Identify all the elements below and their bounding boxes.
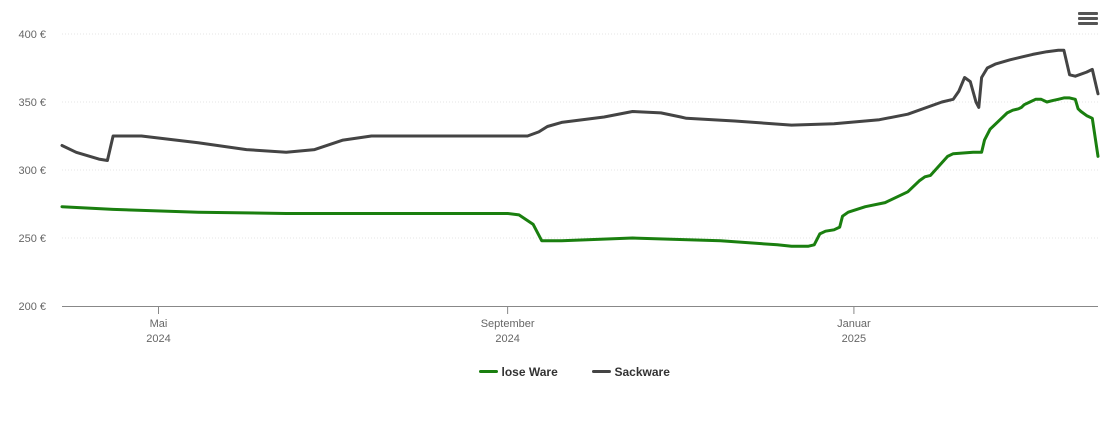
series-lines bbox=[60, 48, 1100, 248]
menu-bar bbox=[1078, 12, 1098, 15]
legend: lose Ware Sackware bbox=[479, 365, 671, 379]
y-tick-label: 200 € bbox=[18, 301, 46, 313]
x-tick-label: Januar bbox=[837, 318, 871, 330]
menu-bar bbox=[1078, 22, 1098, 25]
y-axis: 200 € 250 € 300 € 350 € 400 € bbox=[18, 29, 46, 313]
x-tick-label: Mai bbox=[150, 318, 168, 330]
legend-item[interactable]: Sackware bbox=[592, 365, 671, 379]
x-axis: Mai 2024 September 2024 Januar 2025 bbox=[62, 306, 1098, 345]
grid-lines bbox=[62, 33, 1098, 239]
series-line-2[interactable] bbox=[60, 48, 1100, 162]
x-tick-sublabel: 2025 bbox=[842, 333, 866, 345]
x-tick-sublabel: 2024 bbox=[495, 333, 519, 345]
legend-item[interactable]: lose Ware bbox=[479, 365, 559, 379]
x-tick-label: September bbox=[481, 318, 535, 330]
legend-label: lose Ware bbox=[502, 365, 559, 379]
menu-bar bbox=[1078, 17, 1098, 20]
hamburger-menu-icon[interactable] bbox=[1078, 12, 1098, 30]
legend-label: Sackware bbox=[615, 365, 671, 379]
y-tick-label: 400 € bbox=[18, 29, 46, 41]
y-tick-label: 300 € bbox=[18, 165, 46, 177]
series-line-1[interactable] bbox=[60, 96, 1100, 248]
y-tick-label: 250 € bbox=[18, 233, 46, 245]
y-tick-label: 350 € bbox=[18, 97, 46, 109]
x-tick-sublabel: 2024 bbox=[146, 333, 170, 345]
